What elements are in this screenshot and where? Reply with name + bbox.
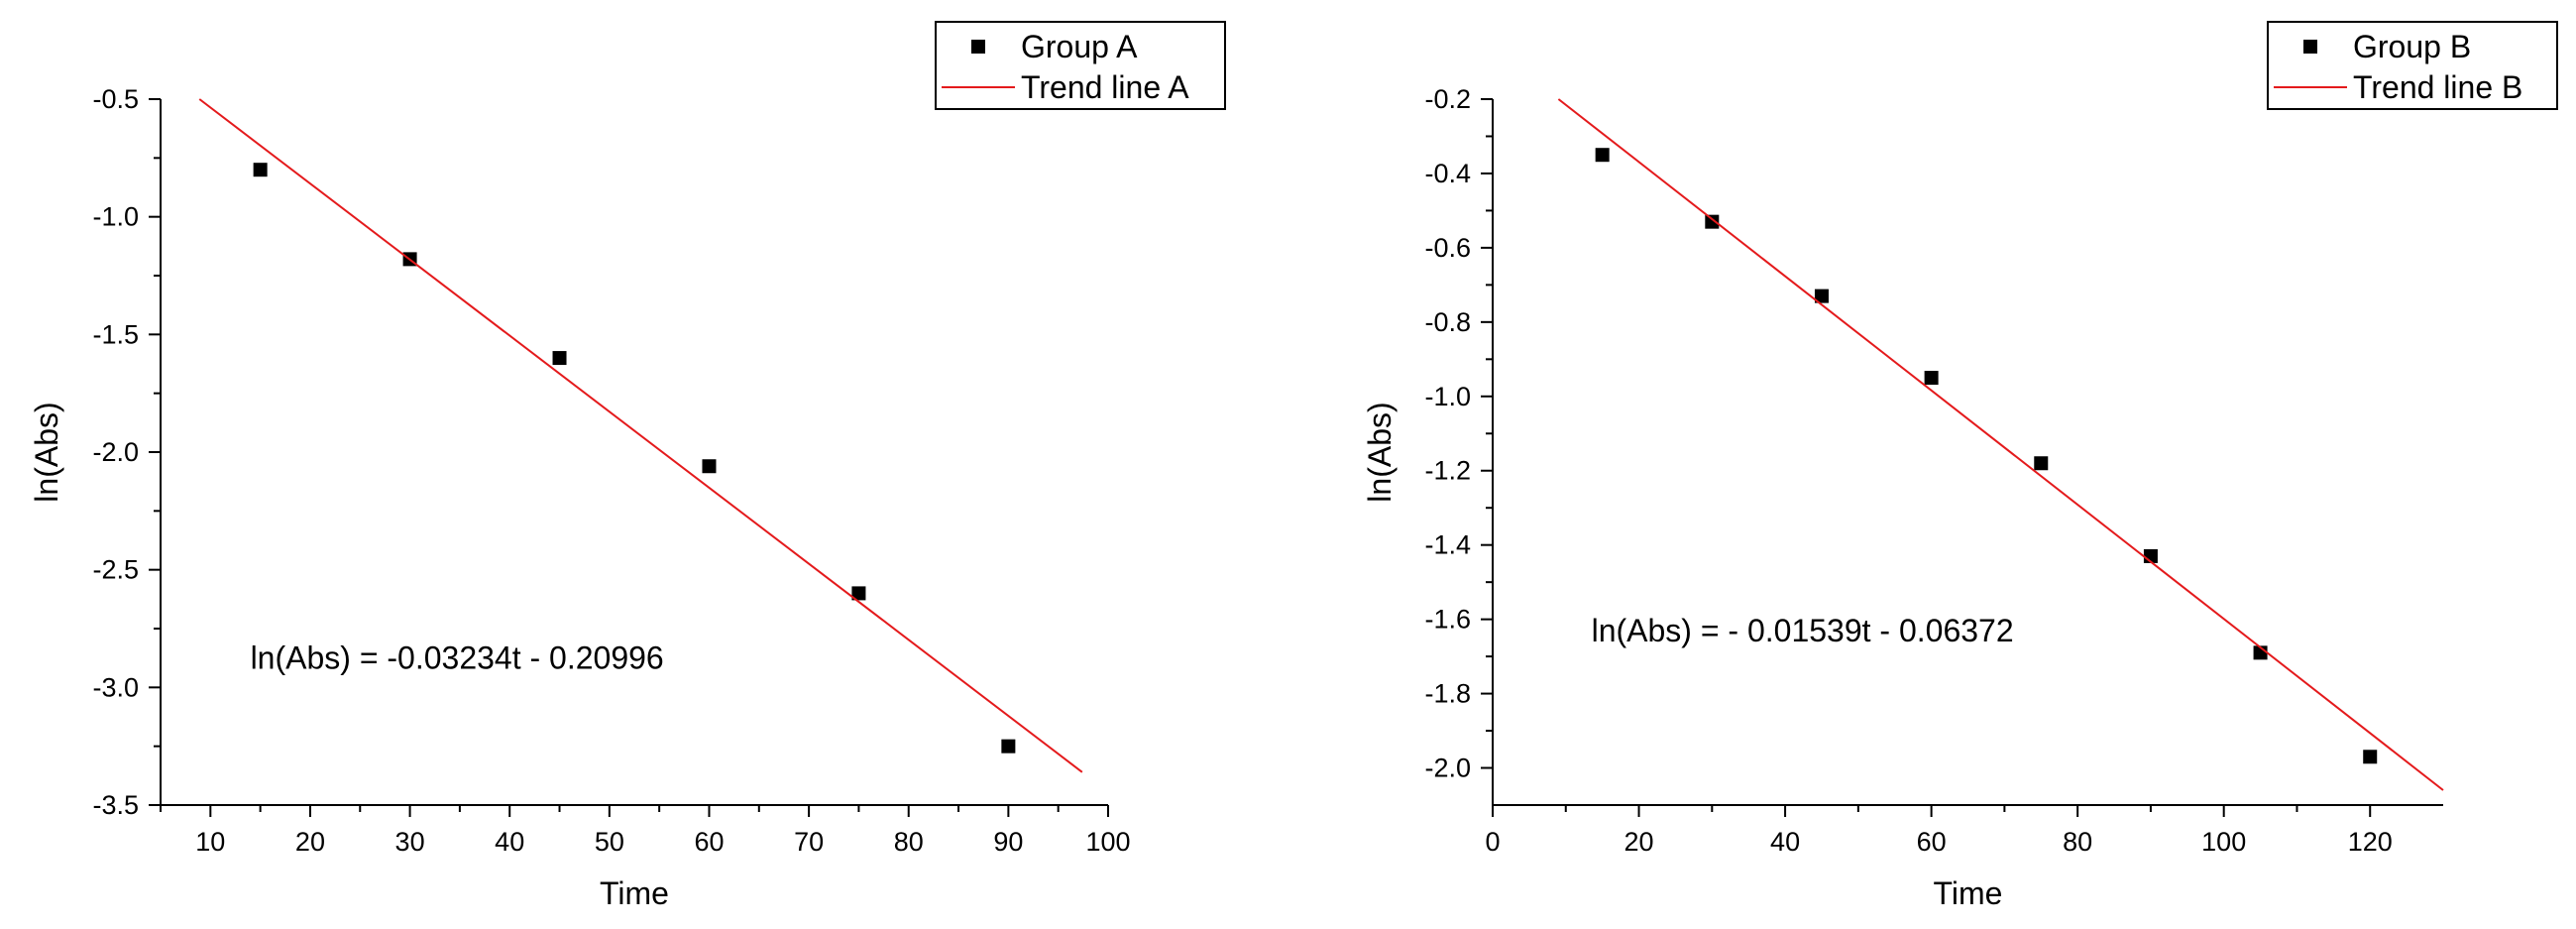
legend-box [2267,21,2558,110]
x-tick-label: 100 [1085,827,1130,857]
legend: Group B Trend line B [2267,21,2558,110]
y-tick-label: -0.8 [1424,307,1471,337]
data-point [2363,750,2378,764]
data-point [702,459,717,474]
x-tick-label: 10 [195,827,225,857]
y-tick-label: -2.0 [92,437,139,467]
y-tick-label: -0.6 [1424,233,1471,263]
trend-line [198,98,1083,773]
data-point [1814,289,1829,303]
y-tick-label: -1.4 [1424,530,1471,560]
x-tick-label: 100 [2201,827,2246,857]
trend-line [1557,98,2444,791]
x-tick-label: 80 [894,827,924,857]
y-tick-label: -0.2 [1424,84,1471,114]
x-tick-label: 40 [495,827,524,857]
y-tick-label: -1.0 [92,202,139,232]
equation-annotation: ln(Abs) = -0.03234t - 0.20996 [251,639,664,675]
data-point [1595,148,1610,163]
data-point [552,351,567,366]
x-tick-label: 0 [1485,827,1500,857]
y-tick-label: -2.0 [1424,754,1471,783]
y-tick-label: -1.6 [1424,605,1471,635]
x-tick-label: 60 [694,827,724,857]
y-tick-label: -2.5 [92,555,139,585]
chart-panel-1: 10 20 30 40 50 60 70 80 90 100 -0.5 -1.0 -1.5 -2.0 -2.… [29,21,1226,911]
x-tick-label: 30 [395,827,425,857]
data-point [1705,214,1720,229]
x-tick-label: 50 [595,827,624,857]
y-tick-label: -1.2 [1424,456,1471,486]
legend-marker-swatch [2303,40,2317,54]
data-point [2034,456,2049,471]
x-tick-label: 90 [993,827,1023,857]
legend: Group A Trend line A [935,21,1226,110]
legend-entry: Trend line B [2353,69,2522,105]
y-axis-label: ln(Abs) [29,402,64,502]
x-tick-label: 60 [1917,827,1947,857]
x-tick-label: 20 [1624,827,1654,857]
data-point [851,586,866,601]
data-point [1001,739,1016,754]
equation-annotation: ln(Abs) = - 0.01539t - 0.06372 [1592,613,2014,648]
y-tick-label: -1.0 [1424,382,1471,411]
y-tick-label: -1.5 [92,319,139,349]
y-tick-label: -0.4 [1424,159,1471,188]
legend-marker-swatch [971,40,985,54]
y-tick-label: -3.5 [92,790,139,820]
y-tick-label: -1.8 [1424,679,1471,709]
x-tick-label: 120 [2348,827,2393,857]
data-point [1924,371,1939,386]
legend-entry: Trend line A [1021,69,1189,105]
y-axis-label: ln(Abs) [1362,402,1398,502]
legend-box [935,21,1226,110]
y-tick-label: -3.0 [92,672,139,702]
x-axis-label: Time [1934,875,2003,911]
data-point [253,163,268,177]
x-axis-label: Time [600,875,669,911]
x-tick-label: 40 [1770,827,1800,857]
legend-entry: Group A [1021,29,1138,64]
x-tick-label: 20 [295,827,325,857]
x-tick-label: 80 [2063,827,2092,857]
x-tick-label: 70 [794,827,824,857]
y-tick-label: -0.5 [92,84,139,114]
legend-entry: Group B [2353,29,2471,64]
chart-panel-2: 0 20 40 60 80 100 120 -0.2 -0.4 -0.6 -0.8 -1.0 -1.2 -… [1362,21,2558,911]
